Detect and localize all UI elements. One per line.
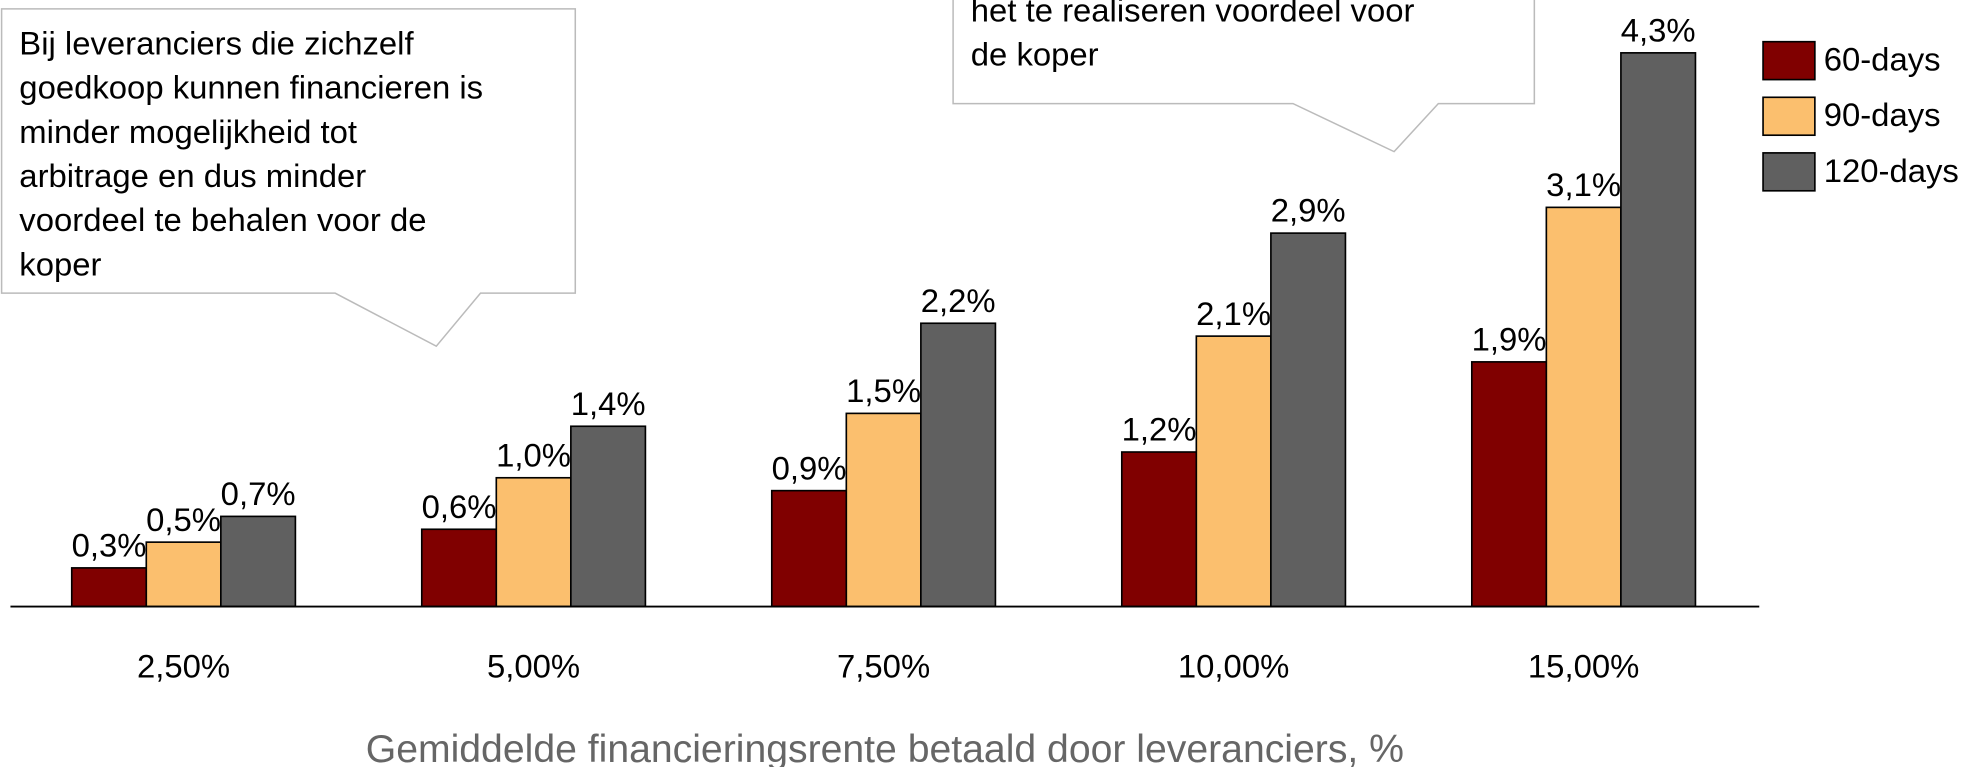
bar (1620, 52, 1697, 608)
x-tick-label: 2,50% (137, 647, 230, 684)
data-label: 0,9% (772, 449, 847, 486)
bar (1470, 361, 1548, 608)
data-label: 0,6% (422, 488, 497, 525)
bar (220, 515, 297, 608)
data-label: 2,2% (921, 282, 996, 319)
data-label: 2,9% (1271, 192, 1346, 229)
legend-swatch (1762, 40, 1816, 81)
data-label: 1,0% (496, 436, 571, 473)
legend-label: 120-days (1824, 152, 1959, 189)
data-label: 0,7% (221, 475, 296, 512)
callout-line: het te realiseren voordeel voor (971, 0, 1415, 28)
data-label: 0,3% (72, 527, 147, 564)
callout-line: Bij leveranciers die zichzelf (19, 24, 414, 61)
bar (495, 476, 572, 608)
bar (1270, 232, 1347, 608)
bar (770, 489, 848, 608)
x-tick-label: 5,00% (487, 647, 580, 684)
x-tick-label: 15,00% (1528, 647, 1639, 684)
bar (1545, 206, 1622, 608)
bar (145, 541, 222, 608)
callout-line: koper (19, 245, 101, 282)
bar (570, 425, 647, 608)
data-label: 0,5% (146, 501, 221, 538)
data-label: 4,3% (1621, 11, 1696, 48)
x-tick-label: 7,50% (837, 647, 930, 684)
legend-label: 90-days (1824, 96, 1941, 133)
legend-swatch (1762, 96, 1816, 137)
bar (920, 322, 997, 608)
bar (70, 567, 148, 608)
callout-box (952, 0, 1536, 153)
bar (845, 412, 922, 608)
data-label: 1,5% (846, 372, 921, 409)
data-label: 1,4% (571, 385, 646, 422)
x-axis-title: Gemiddelde financieringsrente betaald do… (366, 728, 1404, 767)
data-label: 3,1% (1546, 166, 1621, 203)
data-label: 1,9% (1472, 321, 1547, 358)
bar (1120, 451, 1198, 608)
callout-line: de koper (971, 36, 1099, 73)
legend-label: 60-days (1824, 41, 1941, 78)
callout-box (0, 8, 577, 348)
callout-line: goedkoop kunnen financieren is (19, 69, 483, 106)
callout-line: arbitrage en dus minder (19, 157, 366, 194)
data-label: 2,1% (1196, 295, 1271, 332)
legend-swatch (1762, 152, 1816, 192)
callout-text: Bij leveranciers die zichzelf goedkoop k… (19, 0, 1414, 282)
x-tick-label: 10,00% (1178, 647, 1289, 684)
bar (1195, 335, 1272, 608)
callout-line: voordeel te behalen voor de (19, 201, 426, 238)
data-label: 1,2% (1122, 411, 1197, 448)
callout-line: minder mogelijkheid tot (19, 113, 357, 150)
bar (420, 528, 498, 608)
